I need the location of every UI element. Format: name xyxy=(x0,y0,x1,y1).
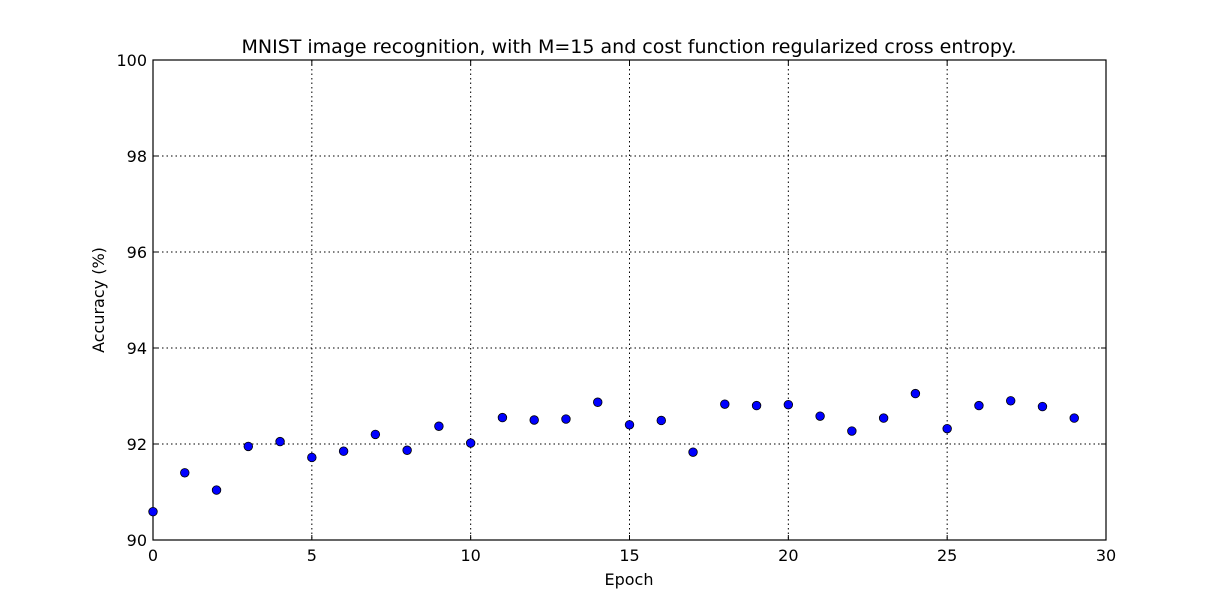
y-tick-label: 90 xyxy=(127,531,147,550)
data-point xyxy=(529,415,539,425)
x-tick-label: 20 xyxy=(778,546,798,565)
data-point xyxy=(974,400,984,411)
data-point xyxy=(1006,396,1016,406)
data-point xyxy=(148,506,158,517)
x-tick-label: 0 xyxy=(148,546,158,565)
y-axis-label: Accuracy (%) xyxy=(89,247,108,353)
data-point xyxy=(180,468,190,478)
data-point xyxy=(783,399,794,410)
y-tick-label: 98 xyxy=(127,147,147,166)
data-point xyxy=(847,426,857,436)
data-point xyxy=(243,441,254,452)
data-point xyxy=(338,446,349,456)
data-point xyxy=(942,423,952,434)
data-point xyxy=(593,397,603,407)
data-point xyxy=(370,429,381,440)
x-tick-label: 15 xyxy=(619,546,639,565)
x-axis-label: Epoch xyxy=(605,570,654,589)
data-point xyxy=(561,414,571,424)
data-point xyxy=(688,447,698,457)
data-point xyxy=(751,400,762,411)
data-points xyxy=(148,388,1079,517)
data-point xyxy=(497,412,508,423)
data-point xyxy=(878,413,889,423)
chart-title: MNIST image recognition, with M=15 and c… xyxy=(241,36,1016,58)
y-tick-label: 100 xyxy=(116,51,147,70)
data-point xyxy=(720,399,730,409)
data-point xyxy=(434,421,444,431)
data-point xyxy=(211,485,222,495)
grid-lines xyxy=(153,60,1106,540)
x-tick-label: 5 xyxy=(307,546,317,565)
axis-ticks: 0 5 10 15 20 25 30 90 92 94 96 98 100 xyxy=(116,51,1116,565)
y-tick-label: 96 xyxy=(127,243,147,262)
x-tick-label: 25 xyxy=(937,546,957,565)
data-point xyxy=(1069,413,1079,423)
data-point xyxy=(624,420,635,430)
y-tick-label: 92 xyxy=(127,435,147,454)
data-point xyxy=(910,388,921,399)
data-point xyxy=(656,415,666,426)
data-point xyxy=(307,452,317,463)
y-tick-label: 94 xyxy=(127,339,147,358)
data-point xyxy=(402,445,412,455)
x-tick-label: 30 xyxy=(1096,546,1116,565)
data-point xyxy=(1037,401,1048,412)
data-point xyxy=(465,438,476,448)
data-point xyxy=(275,436,285,447)
x-tick-label: 10 xyxy=(460,546,480,565)
data-point xyxy=(815,411,825,421)
